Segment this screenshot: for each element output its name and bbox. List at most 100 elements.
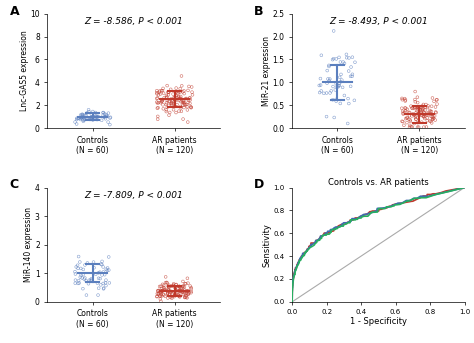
Point	[183, 275, 191, 281]
Point	[176, 288, 183, 293]
Point	[344, 121, 352, 126]
Point	[184, 88, 192, 93]
Point	[96, 276, 104, 281]
Point	[74, 262, 82, 268]
Point	[399, 119, 407, 124]
Point	[400, 122, 408, 128]
Point	[77, 115, 85, 120]
Point	[72, 277, 79, 283]
Point	[180, 98, 188, 104]
Point	[170, 95, 177, 101]
Point	[153, 294, 161, 299]
Point	[171, 103, 179, 109]
Point	[318, 88, 325, 94]
Point	[401, 96, 409, 101]
Point	[187, 105, 195, 110]
Point	[184, 288, 192, 293]
Point	[405, 110, 412, 115]
Point	[100, 286, 107, 292]
Point	[174, 91, 182, 96]
Point	[73, 116, 81, 121]
Point	[407, 103, 415, 109]
Point	[156, 88, 164, 94]
Point	[185, 291, 193, 296]
Point	[320, 91, 328, 96]
Point	[325, 63, 333, 68]
Point	[176, 294, 183, 300]
Point	[158, 88, 165, 93]
Point	[186, 100, 194, 106]
Point	[171, 103, 178, 108]
Point	[164, 291, 171, 297]
Point	[169, 91, 177, 97]
Point	[184, 100, 192, 105]
Point	[80, 267, 87, 272]
Point	[78, 115, 85, 120]
Point	[83, 116, 91, 122]
Point	[422, 102, 430, 107]
Point	[401, 98, 409, 104]
Point	[182, 291, 190, 297]
Point	[181, 291, 188, 297]
Point	[348, 55, 356, 60]
Point	[329, 97, 337, 103]
Point	[348, 72, 356, 77]
Point	[181, 284, 188, 289]
Point	[418, 119, 426, 125]
Point	[182, 293, 190, 299]
Point	[183, 102, 191, 107]
Point	[165, 103, 173, 108]
Text: A: A	[9, 4, 19, 17]
Point	[179, 289, 186, 295]
Point	[336, 75, 344, 80]
Point	[158, 98, 165, 104]
Y-axis label: Lnc-GAS5 expression: Lnc-GAS5 expression	[20, 31, 29, 111]
Point	[176, 287, 184, 293]
Point	[429, 114, 437, 120]
Point	[347, 84, 355, 89]
Point	[164, 83, 171, 88]
Point	[100, 264, 107, 270]
Point	[401, 110, 409, 115]
Point	[173, 102, 181, 107]
Point	[159, 282, 166, 287]
Point	[107, 115, 114, 120]
Point	[174, 95, 182, 100]
Point	[88, 278, 95, 284]
Point	[102, 112, 110, 117]
Point	[159, 292, 167, 297]
Point	[186, 283, 194, 289]
Point	[153, 88, 161, 93]
Point	[181, 295, 189, 300]
Point	[153, 99, 161, 105]
Point	[101, 280, 109, 285]
Point	[181, 287, 188, 293]
Point	[174, 292, 182, 297]
Point	[87, 277, 95, 283]
Point	[94, 281, 101, 286]
Point	[411, 112, 419, 117]
Point	[168, 295, 175, 301]
Point	[155, 92, 162, 98]
Point	[177, 94, 184, 99]
Point	[81, 116, 88, 122]
Point	[175, 284, 183, 289]
Point	[413, 104, 421, 110]
Point	[429, 116, 437, 121]
Point	[76, 117, 84, 122]
Point	[154, 100, 161, 106]
Point	[178, 108, 185, 114]
Point	[331, 87, 339, 93]
Point	[182, 281, 190, 286]
Point	[159, 98, 166, 104]
Point	[336, 81, 343, 86]
Point	[317, 82, 324, 88]
Point	[419, 113, 427, 119]
Point	[420, 114, 428, 120]
Point	[347, 64, 355, 70]
Point	[417, 107, 425, 113]
Point	[100, 110, 107, 115]
Point	[410, 121, 418, 126]
Point	[329, 57, 337, 62]
Point	[409, 125, 416, 130]
